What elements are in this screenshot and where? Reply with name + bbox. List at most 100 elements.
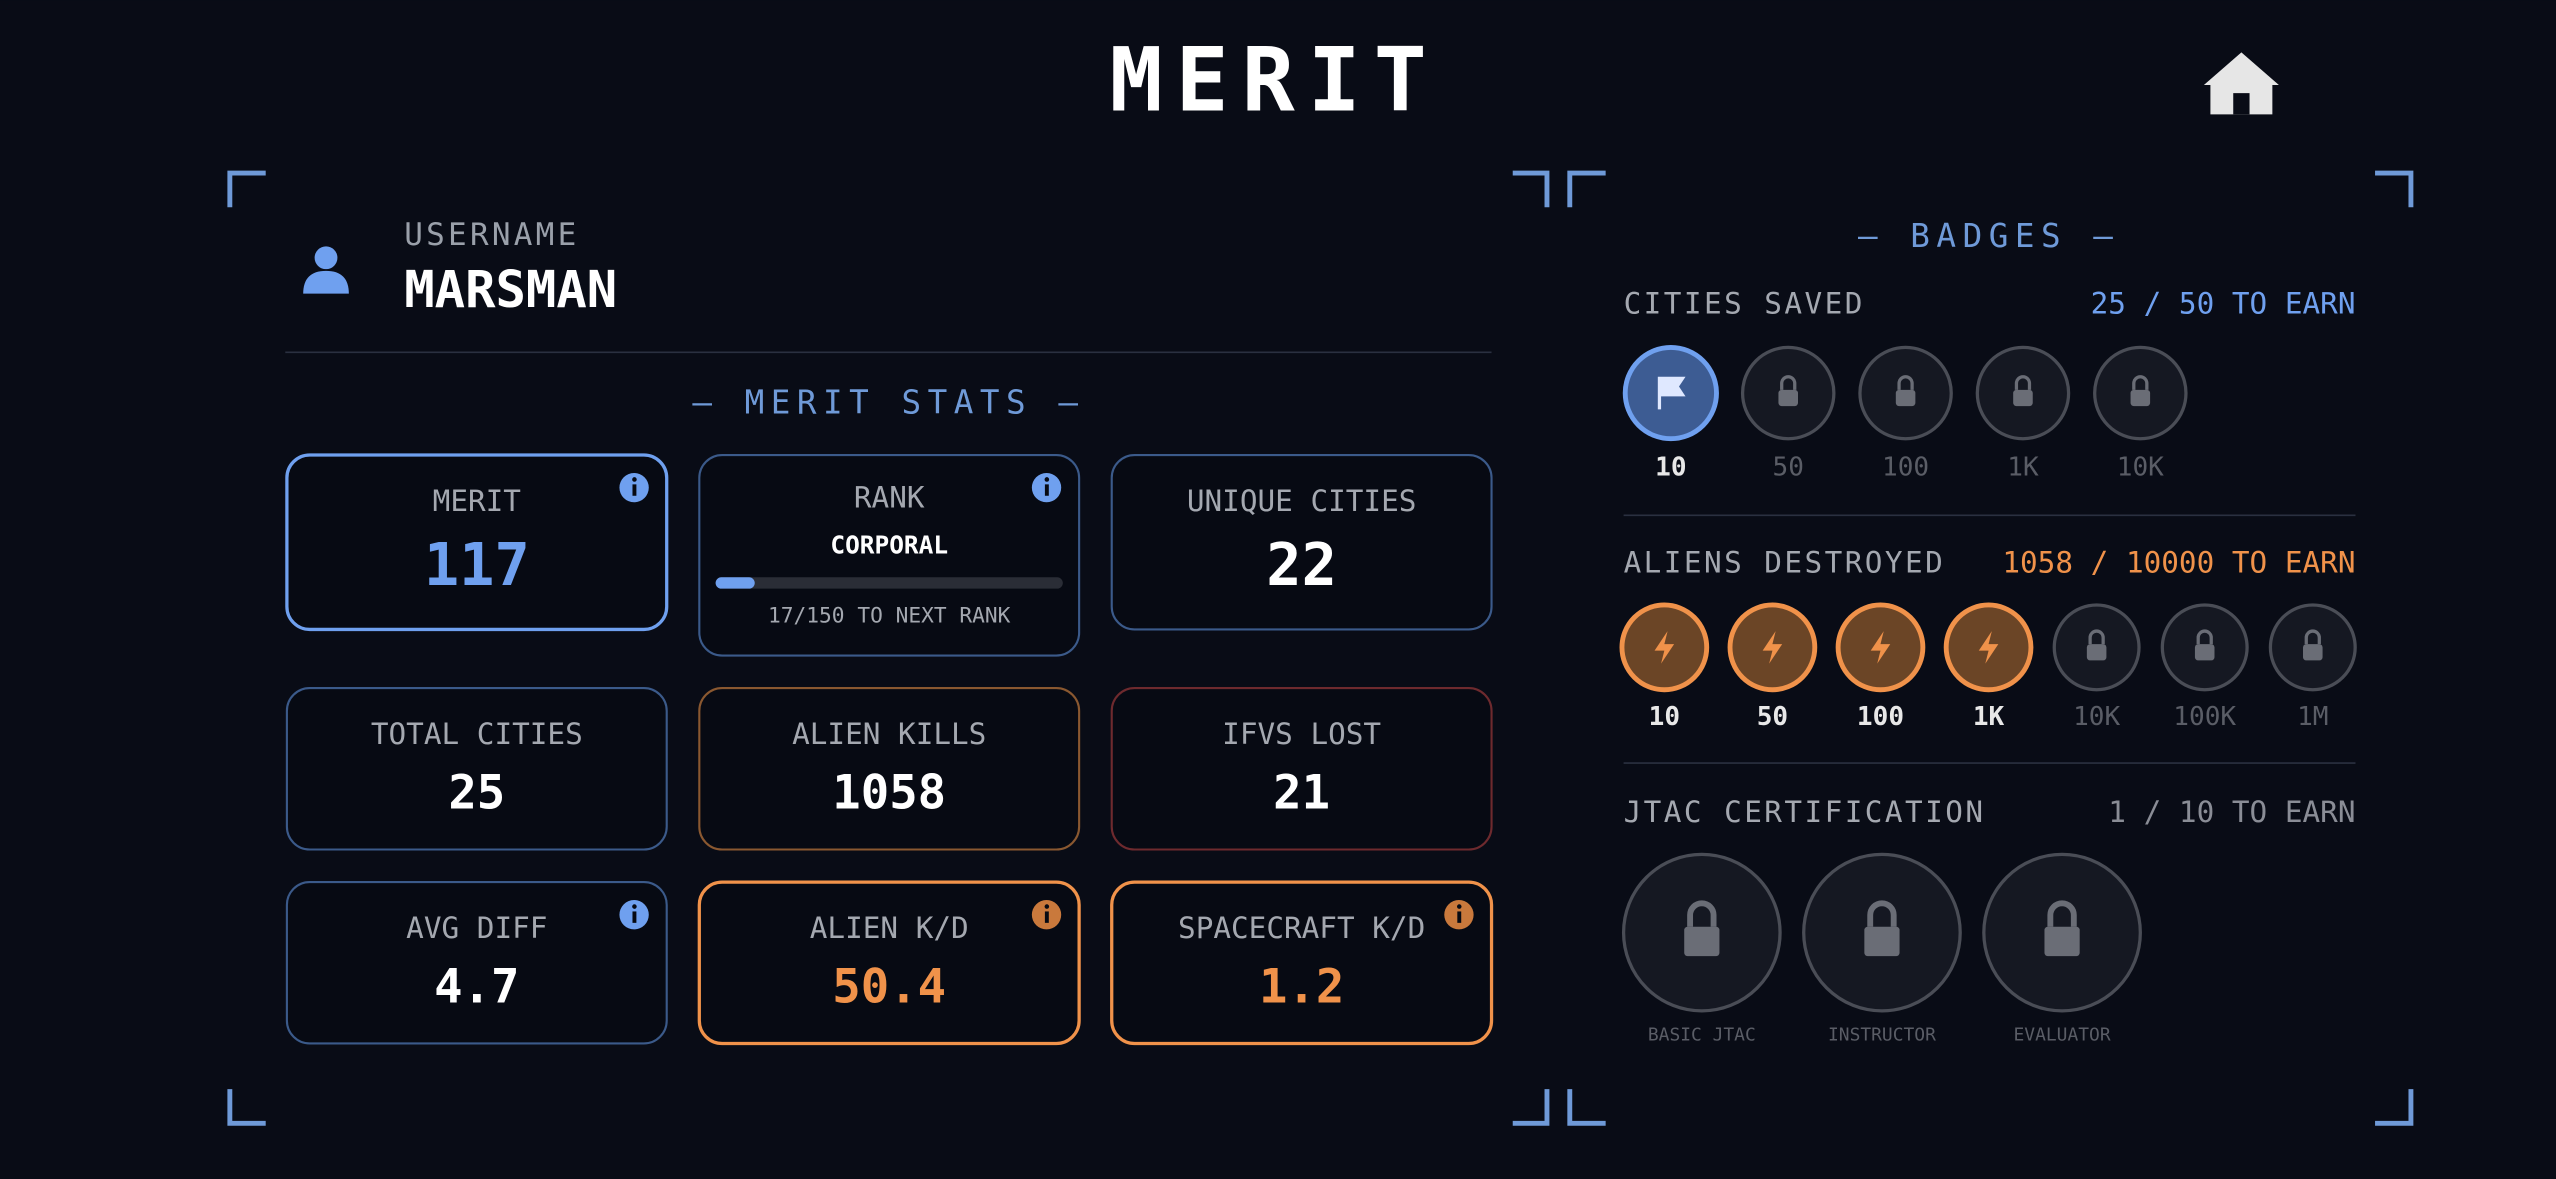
card-value: 22 bbox=[1266, 531, 1337, 599]
card-value: 117 bbox=[424, 531, 530, 599]
badge bbox=[1622, 344, 1719, 442]
lock-body bbox=[2044, 926, 2080, 957]
lock-body bbox=[1778, 389, 1799, 407]
card-label: IFVS LOST bbox=[1222, 717, 1381, 751]
progress-track bbox=[715, 577, 1063, 589]
badge bbox=[1621, 852, 1782, 1013]
info-glyph bbox=[632, 904, 637, 909]
section-title: — MERIT STATS — bbox=[692, 383, 1084, 421]
badge-group-name: ALIENS DESTROYED bbox=[1624, 546, 1946, 580]
card-value: 25 bbox=[448, 766, 505, 821]
lock-shackle bbox=[2304, 629, 2321, 645]
lock-shackle bbox=[2047, 900, 2077, 927]
info-glyph bbox=[1044, 904, 1050, 909]
badge-label: BASIC JTAC bbox=[1648, 1024, 1756, 1045]
card-label: ALIEN KILLS bbox=[792, 717, 986, 751]
badge-label: 10 bbox=[1655, 453, 1686, 483]
badge bbox=[1740, 345, 1836, 441]
info-glyph bbox=[1457, 911, 1462, 923]
info-glyph bbox=[632, 477, 637, 482]
stat-card bbox=[285, 453, 669, 632]
progress-fill bbox=[715, 577, 755, 589]
rank-progress: 17/150 TO NEXT RANK bbox=[768, 602, 1011, 627]
home-button[interactable] bbox=[2203, 52, 2279, 115]
stat-card bbox=[698, 687, 1081, 851]
flag-icon bbox=[1657, 376, 1686, 410]
badge bbox=[1727, 602, 1818, 693]
card-label: RANK bbox=[854, 481, 925, 515]
stat-card bbox=[285, 881, 668, 1045]
badge-group-progress: 1058 / 10000 TO EARN bbox=[2002, 546, 2355, 580]
info-glyph bbox=[1044, 477, 1050, 482]
stat-card bbox=[1110, 453, 1493, 631]
lock-shackle bbox=[2014, 375, 2032, 390]
badge bbox=[2160, 603, 2249, 692]
lock-body bbox=[2130, 389, 2151, 407]
badge-group-progress: 25 / 50 TO EARN bbox=[2091, 287, 2356, 321]
lock-shackle bbox=[1897, 375, 1914, 390]
stat-card bbox=[697, 880, 1081, 1046]
card-label: AVG DIFF bbox=[406, 911, 547, 945]
badge-label: 100K bbox=[2173, 702, 2236, 732]
lock-shackle bbox=[2132, 375, 2149, 390]
username-label: USERNAME bbox=[404, 217, 579, 253]
badge-label: 100 bbox=[1857, 702, 1904, 732]
card-label: SPACECRAFT K/D bbox=[1178, 911, 1425, 945]
badge bbox=[1858, 345, 1953, 441]
badge-label: 50 bbox=[1773, 453, 1804, 483]
badge bbox=[1982, 852, 2142, 1013]
rank-name: CORPORAL bbox=[830, 530, 948, 559]
info-glyph bbox=[632, 911, 637, 923]
badge-group-name: JTAC CERTIFICATION bbox=[1624, 795, 1986, 829]
badge-label: 10K bbox=[2117, 453, 2164, 483]
badge-label: EVALUATOR bbox=[2014, 1024, 2111, 1045]
lock-body bbox=[2086, 644, 2107, 661]
username: MARSMAN bbox=[404, 260, 617, 319]
lock-body bbox=[2303, 644, 2323, 661]
badge bbox=[1835, 602, 1926, 693]
badge-label: 1K bbox=[1973, 702, 2005, 732]
badge bbox=[1943, 602, 2034, 693]
stat-card bbox=[1110, 880, 1494, 1046]
badge bbox=[2093, 345, 2188, 441]
info-glyph bbox=[1044, 484, 1049, 496]
bolt-icon bbox=[1978, 631, 1999, 664]
badge-label: 1M bbox=[2297, 702, 2328, 732]
home-door bbox=[2233, 93, 2250, 115]
lock-body bbox=[2013, 389, 2033, 407]
title: MERIT bbox=[1110, 29, 1440, 132]
badge bbox=[1802, 852, 1962, 1013]
card-label: ALIEN K/D bbox=[810, 911, 969, 945]
badge-label: 1K bbox=[2007, 453, 2039, 483]
badge bbox=[2268, 603, 2357, 692]
badge-label: INSTRUCTOR bbox=[1828, 1024, 1936, 1045]
lock-shackle bbox=[2088, 629, 2105, 645]
badge bbox=[1975, 345, 2071, 441]
info-glyph bbox=[1044, 911, 1049, 923]
lock-body bbox=[1864, 926, 1900, 957]
card-label: TOTAL CITIES bbox=[371, 717, 583, 751]
badge-label: 10 bbox=[1649, 702, 1680, 732]
lock-shackle bbox=[1780, 375, 1797, 390]
card-label: MERIT bbox=[433, 484, 521, 518]
badge-label: 100 bbox=[1882, 453, 1929, 483]
stat-card bbox=[285, 687, 668, 851]
badge-group-progress: 1 / 10 TO EARN bbox=[2108, 795, 2355, 829]
badge bbox=[2052, 603, 2141, 692]
lock-body bbox=[2194, 644, 2215, 661]
section-title: — BADGES — bbox=[1858, 217, 2119, 255]
stat-card bbox=[1110, 687, 1493, 851]
card-value: 1058 bbox=[832, 766, 946, 821]
home-icon bbox=[2203, 52, 2279, 115]
user-icon bbox=[303, 246, 349, 294]
bolt-icon bbox=[1762, 631, 1783, 664]
lock-body bbox=[1895, 389, 1916, 407]
card-value: 21 bbox=[1273, 766, 1330, 821]
corner-brackets bbox=[227, 170, 2414, 1126]
lock-shackle bbox=[1687, 900, 1717, 927]
card-label: UNIQUE CITIES bbox=[1187, 484, 1417, 518]
bolt-icon bbox=[1654, 631, 1675, 664]
lock-shackle bbox=[1867, 900, 1897, 927]
